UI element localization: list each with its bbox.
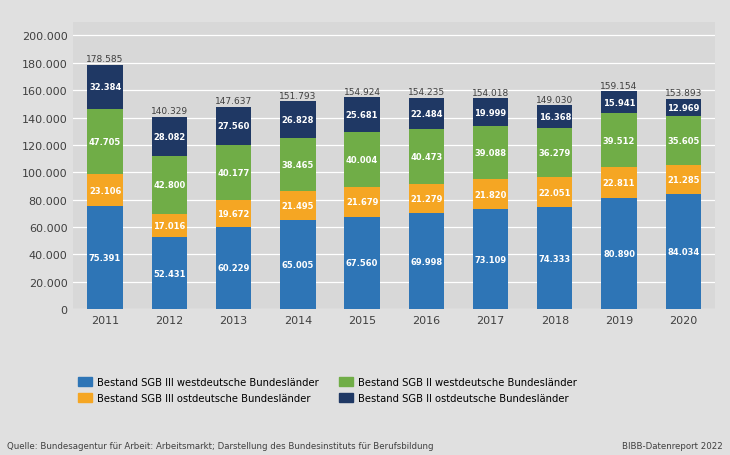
Text: 36.279: 36.279	[539, 149, 571, 157]
Bar	[602, 199, 637, 309]
Bar	[280, 102, 315, 139]
Text: 151.793: 151.793	[279, 91, 317, 101]
Bar	[409, 99, 444, 130]
Text: 15.941: 15.941	[603, 99, 635, 107]
Text: 22.484: 22.484	[410, 110, 442, 119]
Text: 35.605: 35.605	[667, 137, 699, 146]
Text: 21.285: 21.285	[667, 176, 699, 185]
Bar	[602, 168, 637, 199]
Text: 21.495: 21.495	[282, 202, 314, 211]
Bar	[537, 208, 572, 309]
Text: 17.016: 17.016	[153, 222, 185, 231]
Text: 40.473: 40.473	[410, 153, 442, 162]
Text: 153.893: 153.893	[664, 89, 702, 98]
Text: 39.088: 39.088	[474, 149, 507, 157]
Text: 26.828: 26.828	[282, 116, 314, 125]
Text: 84.034: 84.034	[667, 248, 699, 257]
Bar	[473, 210, 508, 309]
Text: 65.005: 65.005	[282, 261, 314, 269]
Bar	[473, 126, 508, 180]
Bar	[88, 66, 123, 110]
Text: 21.820: 21.820	[474, 190, 507, 199]
Bar	[216, 227, 251, 309]
Text: 154.924: 154.924	[344, 87, 380, 96]
Text: 19.999: 19.999	[474, 108, 507, 117]
Text: 60.229: 60.229	[218, 264, 250, 273]
Bar	[666, 117, 701, 166]
Text: 40.004: 40.004	[346, 156, 378, 165]
Text: 12.969: 12.969	[667, 104, 699, 113]
Text: 149.030: 149.030	[536, 96, 574, 104]
Text: 140.329: 140.329	[151, 107, 188, 116]
Text: Quelle: Bundesagentur für Arbeit: Arbeitsmarkt; Darstellung des Bundesinstituts : Quelle: Bundesagentur für Arbeit: Arbeit…	[7, 441, 434, 450]
Bar	[88, 207, 123, 309]
Text: 22.811: 22.811	[603, 179, 635, 188]
Text: 154.018: 154.018	[472, 89, 510, 97]
Bar	[152, 215, 187, 238]
Text: 21.279: 21.279	[410, 195, 442, 204]
Text: 27.560: 27.560	[218, 122, 250, 131]
Bar	[345, 133, 380, 187]
Bar	[152, 156, 187, 215]
Text: 19.672: 19.672	[218, 209, 250, 218]
Text: 147.637: 147.637	[215, 97, 253, 106]
Bar	[216, 200, 251, 227]
Bar	[409, 130, 444, 185]
Bar	[152, 238, 187, 309]
Text: 25.681: 25.681	[346, 111, 378, 120]
Text: 21.679: 21.679	[346, 198, 378, 207]
Text: 16.368: 16.368	[539, 113, 571, 121]
Text: 40.177: 40.177	[218, 168, 250, 177]
Bar	[537, 128, 572, 178]
Bar	[409, 214, 444, 309]
Text: 159.154: 159.154	[600, 81, 638, 91]
Text: 80.890: 80.890	[603, 250, 635, 259]
Text: 73.109: 73.109	[474, 255, 507, 264]
Bar	[345, 217, 380, 309]
Bar	[88, 175, 123, 207]
Bar	[216, 108, 251, 146]
Text: 75.391: 75.391	[89, 253, 121, 263]
Text: BIBB-Datenreport 2022: BIBB-Datenreport 2022	[622, 441, 723, 450]
Bar	[602, 114, 637, 168]
Text: 47.705: 47.705	[89, 138, 121, 147]
Bar	[602, 92, 637, 114]
Bar	[666, 195, 701, 309]
Bar	[666, 166, 701, 195]
Text: 28.082: 28.082	[153, 132, 185, 142]
Text: 38.465: 38.465	[282, 161, 314, 170]
Bar	[473, 180, 508, 210]
Text: 74.333: 74.333	[539, 254, 571, 263]
Text: 69.998: 69.998	[410, 257, 442, 266]
Text: 67.560: 67.560	[346, 259, 378, 268]
Legend: Bestand SGB III westdeutsche Bundesländer, Bestand SGB III ostdeutsche Bundeslän: Bestand SGB III westdeutsche Bundeslände…	[78, 378, 577, 404]
Bar	[537, 178, 572, 208]
Bar	[152, 118, 187, 156]
Bar	[280, 221, 315, 309]
Text: 39.512: 39.512	[603, 136, 635, 145]
Text: 178.585: 178.585	[86, 55, 124, 64]
Text: 154.235: 154.235	[408, 88, 445, 97]
Bar	[345, 98, 380, 133]
Bar	[473, 99, 508, 126]
Bar	[666, 99, 701, 117]
Bar	[537, 106, 572, 128]
Bar	[280, 191, 315, 221]
Text: 23.106: 23.106	[89, 186, 121, 195]
Text: 42.800: 42.800	[153, 181, 185, 190]
Bar	[345, 187, 380, 217]
Text: 32.384: 32.384	[89, 83, 121, 92]
Text: 52.431: 52.431	[153, 269, 185, 278]
Bar	[280, 139, 315, 191]
Bar	[216, 146, 251, 200]
Bar	[88, 110, 123, 175]
Text: 22.051: 22.051	[539, 188, 571, 197]
Bar	[409, 185, 444, 214]
